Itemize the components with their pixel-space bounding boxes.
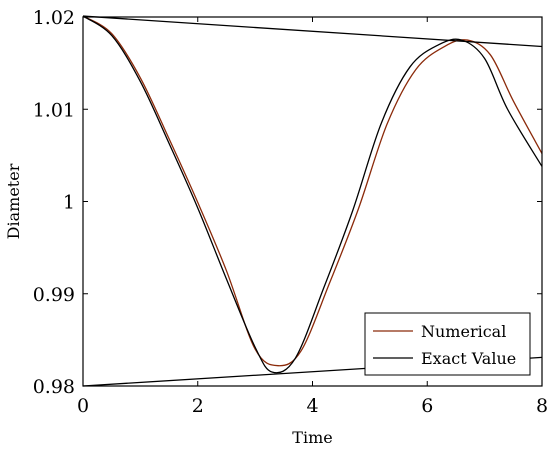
- tick-labels-layer: 0 2 4 6 8 0.98 0.99 1 1.01 1.02: [33, 7, 548, 417]
- x-tick-label: 8: [536, 395, 548, 417]
- x-tick-label: 6: [421, 395, 433, 417]
- ticks-layer: [82, 16, 543, 387]
- legend-box: [364, 312, 531, 376]
- y-tick-label: 0.99: [33, 284, 75, 306]
- legend: Numerical Exact Value: [364, 312, 531, 376]
- y-tick-label: 1.01: [33, 99, 75, 121]
- x-tick-label: 0: [77, 395, 89, 417]
- legend-label-numerical: Numerical: [421, 322, 506, 341]
- envelope-upper-line: [82, 15, 543, 48]
- series-numerical: [82, 15, 543, 367]
- legend-label-exact-value: Exact Value: [421, 349, 516, 368]
- y-axis-label: Diameter: [4, 163, 23, 239]
- y-tick-label: 0.98: [33, 376, 75, 398]
- y-tick-label: 1: [63, 192, 75, 214]
- y-tick-label: 1.02: [33, 7, 75, 29]
- x-axis-label: Time: [292, 428, 332, 447]
- x-tick-label: 2: [192, 395, 204, 417]
- series-exact-value: [82, 15, 543, 374]
- x-tick-label: 4: [306, 395, 318, 417]
